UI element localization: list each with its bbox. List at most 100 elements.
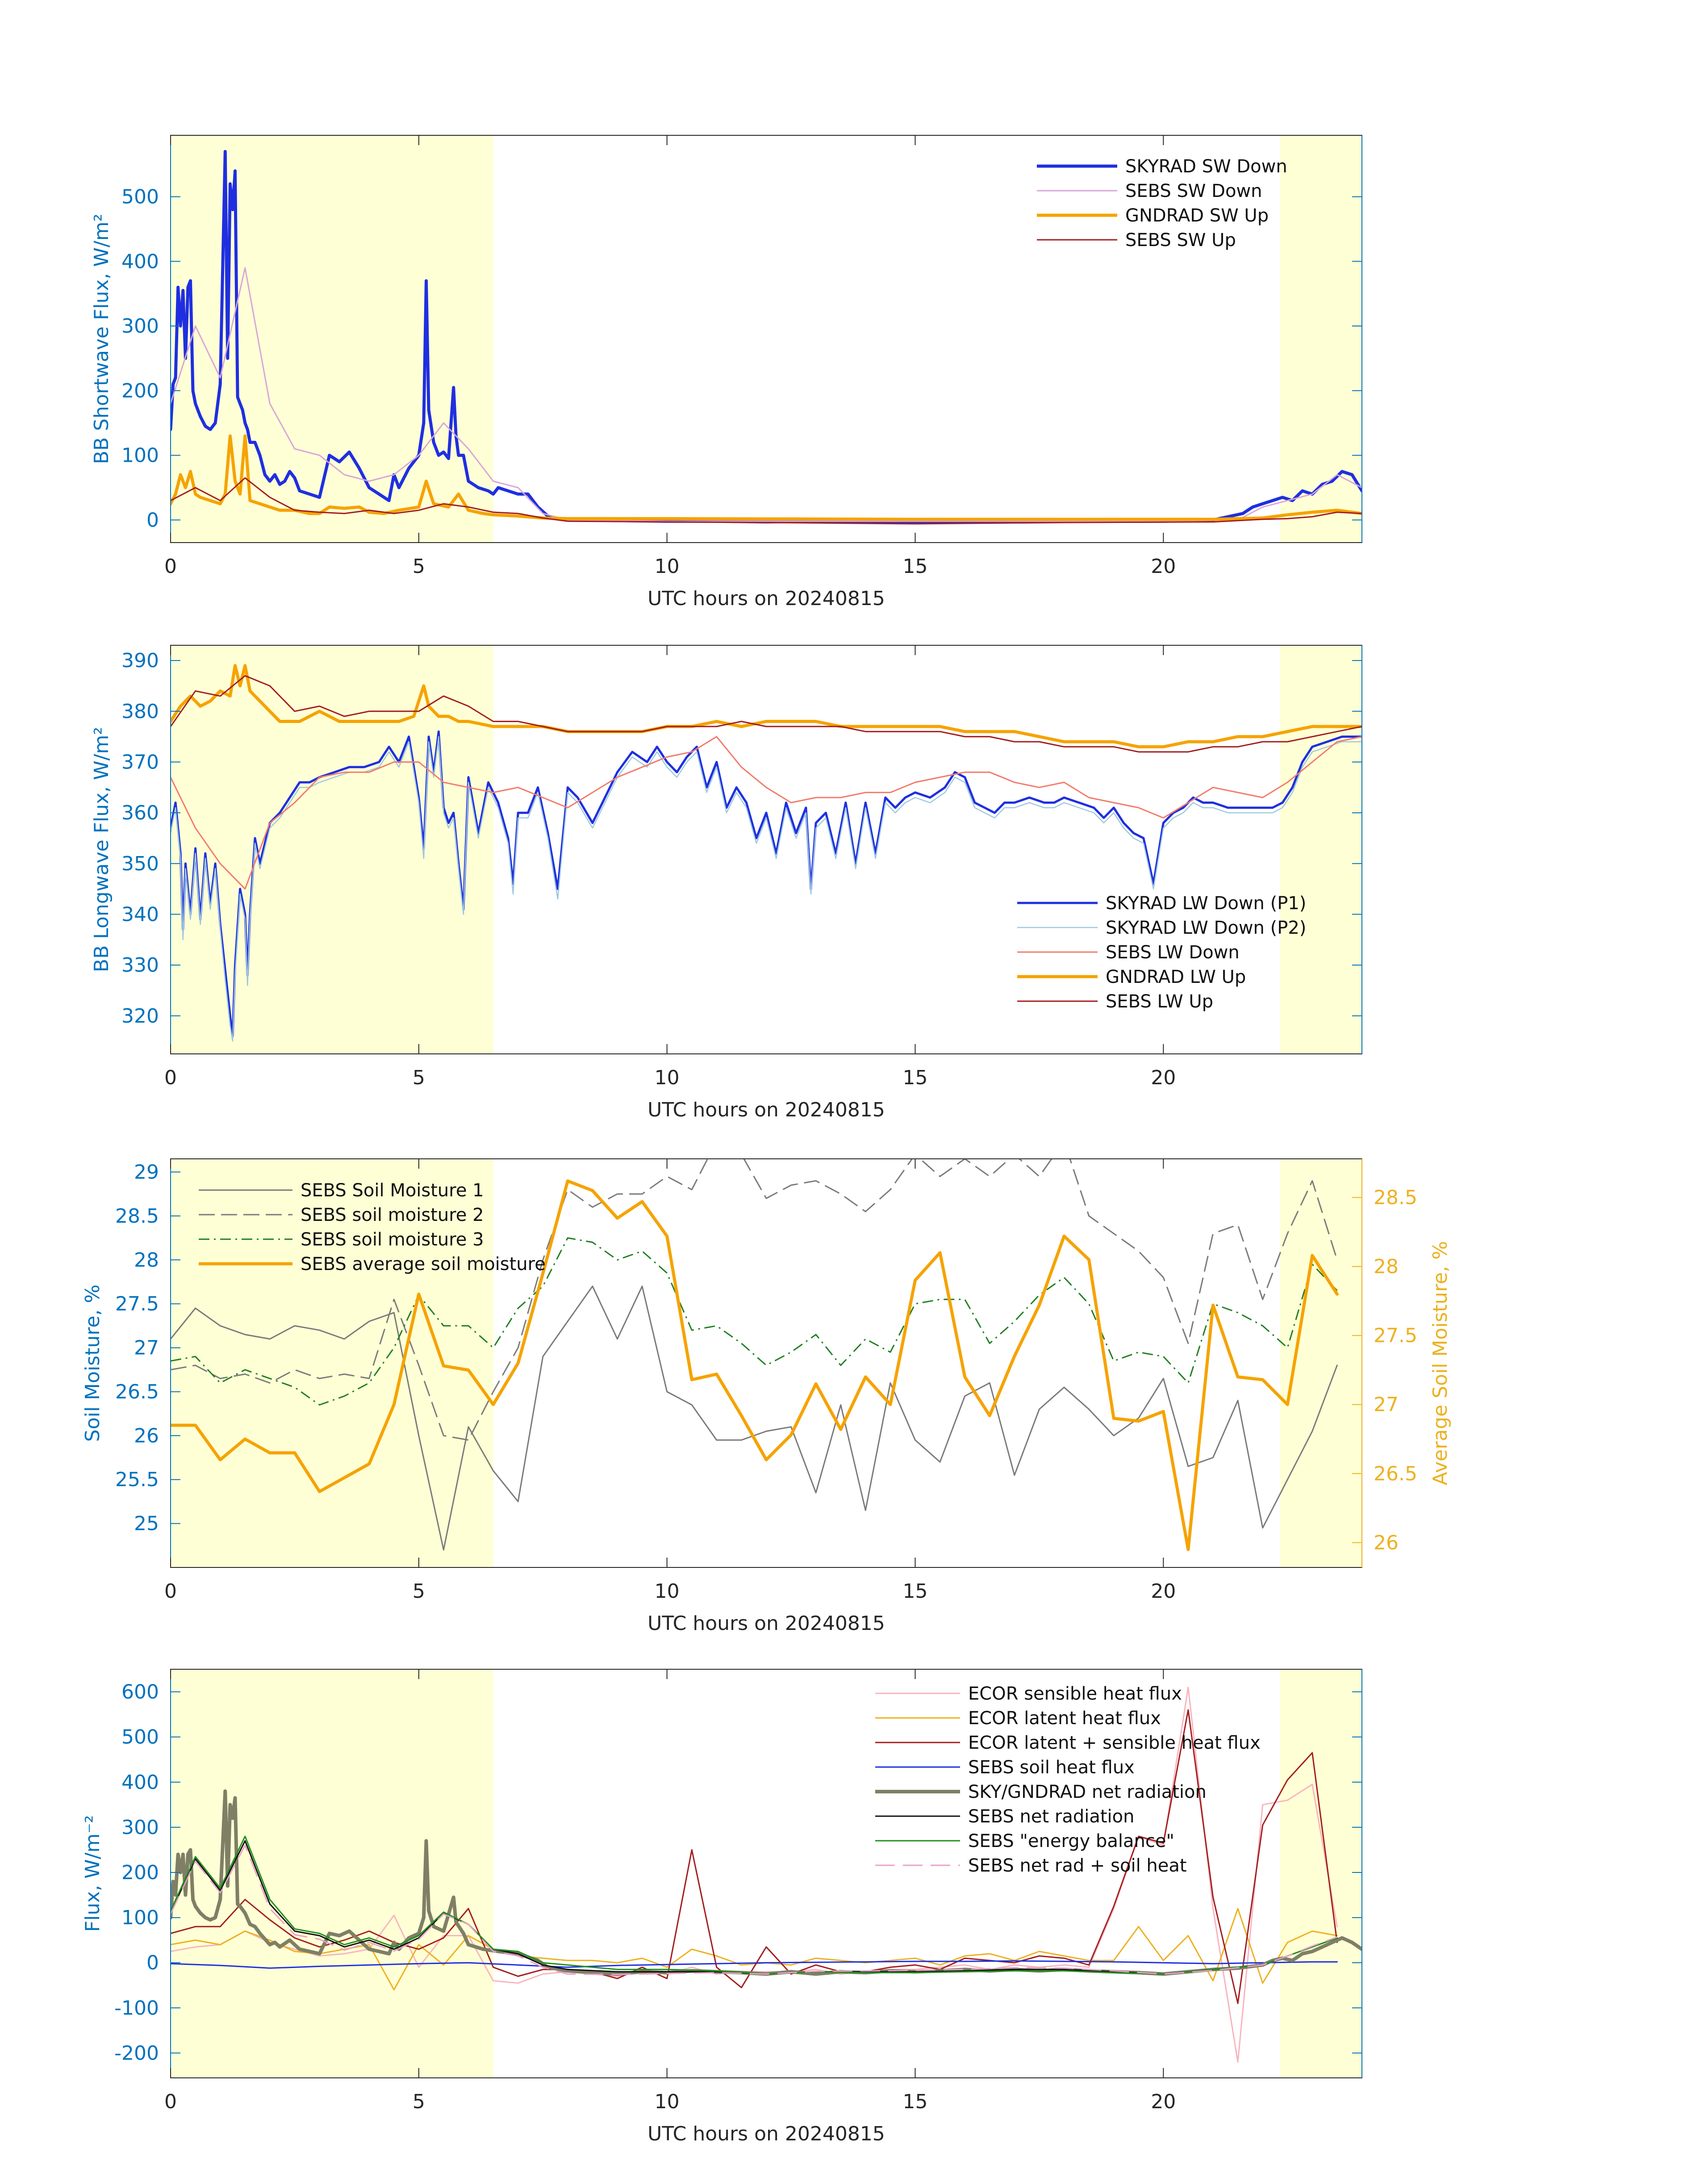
y-tick-label: 28.5 [115,1205,159,1228]
y-tick-label: 27 [134,1337,159,1359]
y-tick-label: 400 [121,1771,159,1794]
y-tick-label: 360 [121,802,159,824]
x-axis-label: UTC hours on 20240815 [647,2123,885,2145]
x-tick-label: 15 [903,555,928,578]
legend-label: SEBS soil moisture 3 [301,1229,484,1250]
night-shading-2 [1280,1669,1362,2078]
x-tick-label: 0 [164,1580,177,1603]
series-group [171,1159,1339,1551]
night-shading-1 [171,1159,493,1567]
y-tick-label: 200 [121,1861,159,1884]
series-line-4 [171,1960,1338,1969]
x-axis-label: UTC hours on 20240815 [647,1099,885,1121]
y-right-tick-label: 26 [1374,1531,1399,1554]
series-line-2 [171,736,1362,1042]
legend-label: SEBS average soil moisture [301,1254,546,1274]
y-tick-label: 0 [146,509,159,531]
y-tick-label: 26.5 [115,1380,159,1403]
series-line-7 [171,1835,1338,1975]
y-tick-label: 100 [121,444,159,467]
series-group [171,1686,1362,2063]
legend-label: SEBS net radiation [968,1806,1134,1827]
y-tick-label: 330 [121,954,159,977]
y-right-tick-label: 28.5 [1374,1187,1417,1209]
series-line-3 [171,434,1362,521]
x-tick-label: 15 [903,1066,928,1089]
series-line-4 [171,477,1362,525]
night-shading-2 [1280,645,1362,1054]
y-tick-label: 27.5 [115,1293,159,1316]
legend-label: SKYRAD LW Down (P2) [1106,918,1306,938]
legend: SEBS Soil Moisture 1 SEBS soil moisture 2… [199,1180,546,1274]
y-tick-label: 500 [121,1726,159,1749]
y-right-tick-label: 27 [1374,1393,1399,1416]
legend-label: SEBS LW Down [1106,942,1240,963]
y-axis-label: BB Shortwave Flux, W/m² [90,214,113,464]
y-tick-label: 29 [134,1161,159,1184]
legend-label: SKY/GNDRAD net radiation [968,1782,1207,1802]
series-line-8 [171,1844,1337,1975]
x-tick-label: 10 [655,1580,680,1603]
x-tick-label: 0 [164,555,177,578]
legend-label: SEBS soil moisture 2 [301,1205,484,1225]
legend: ECOR sensible heat flux ECOR latent heat … [875,1684,1261,1876]
y-tick-label: 390 [121,649,159,672]
y-tick-label: 300 [121,315,159,338]
x-axis-label: UTC hours on 20240815 [647,587,885,610]
series-line-4 [171,664,1362,748]
legend-label: GNDRAD LW Up [1106,967,1246,987]
legend-label: SEBS Soil Moisture 1 [301,1180,484,1201]
series-line-3 [171,1237,1338,1406]
legend-label: SEBS SW Down [1125,181,1262,201]
y-tick-label: 400 [121,250,159,273]
y-tick-label: 26 [134,1425,159,1447]
series-line-3 [171,736,1362,890]
y-tick-label: 500 [121,186,159,209]
x-tick-label: 5 [413,555,425,578]
x-tick-label: 5 [413,2090,425,2113]
x-tick-label: 10 [655,2090,680,2113]
x-tick-label: 0 [164,1066,177,1089]
series-line-3 [171,1709,1338,2004]
night-shading-1 [171,645,493,1054]
y-tick-label: 200 [121,380,159,402]
series-line-4 [171,1179,1339,1551]
y-tick-label: -200 [114,2042,159,2064]
y-right-tick-label: 28 [1374,1255,1399,1278]
legend-label: SEBS net rad + soil heat [968,1855,1187,1876]
y-tick-label: 370 [121,751,159,773]
y-axis-right-label: Average Soil Moisture, % [1429,1241,1452,1485]
y-tick-label: 350 [121,852,159,875]
y-tick-label: 25.5 [115,1468,159,1491]
x-tick-label: 5 [413,1580,425,1603]
series-line-5 [171,675,1362,753]
legend: SKYRAD SW Down SEBS SW Down GNDRAD SW Up SE… [1037,156,1287,251]
y-right-tick-label: 26.5 [1374,1462,1417,1485]
y-tick-label: -100 [114,1997,159,2019]
x-tick-label: 10 [655,555,680,578]
x-tick-label: 15 [903,2090,928,2113]
y-tick-label: 25 [134,1513,159,1535]
night-shading-1 [171,135,493,543]
y-tick-label: 380 [121,700,159,723]
legend-label: ECOR latent heat flux [968,1708,1161,1729]
chart-panel-2: 0 5 10 15 20 320 330 340 350 360 370 380 390 UTC hour… [90,645,1362,1121]
y-tick-label: 0 [146,1951,159,1974]
y-axis-label: Flux, W/m⁻² [81,1815,104,1932]
x-tick-label: 20 [1151,2090,1176,2113]
legend-label: SKYRAD SW Down [1125,156,1287,177]
y-tick-label: 28 [134,1249,159,1271]
x-tick-label: 15 [903,1580,928,1603]
x-tick-label: 20 [1151,1066,1176,1089]
y-tick-label: 340 [121,903,159,926]
x-tick-label: 20 [1151,1580,1176,1603]
legend-label: ECOR latent + sensible heat flux [968,1733,1261,1753]
legend-label: GNDRAD SW Up [1125,205,1269,226]
legend-label: SEBS SW Up [1125,230,1236,251]
legend-label: SEBS "energy balance" [968,1831,1174,1851]
y-tick-label: 300 [121,1816,159,1839]
chart-panel-4: 0 5 10 15 20 -200 -100 0 100 200 300 400 500 600 UTC h… [81,1669,1362,2145]
night-shading-1 [171,1669,493,2078]
chart-panel-3: 0 5 10 15 20 25 25.5 26 26.5 27 27.5 28 28.5 29 26 26.5… [81,1158,1452,1635]
